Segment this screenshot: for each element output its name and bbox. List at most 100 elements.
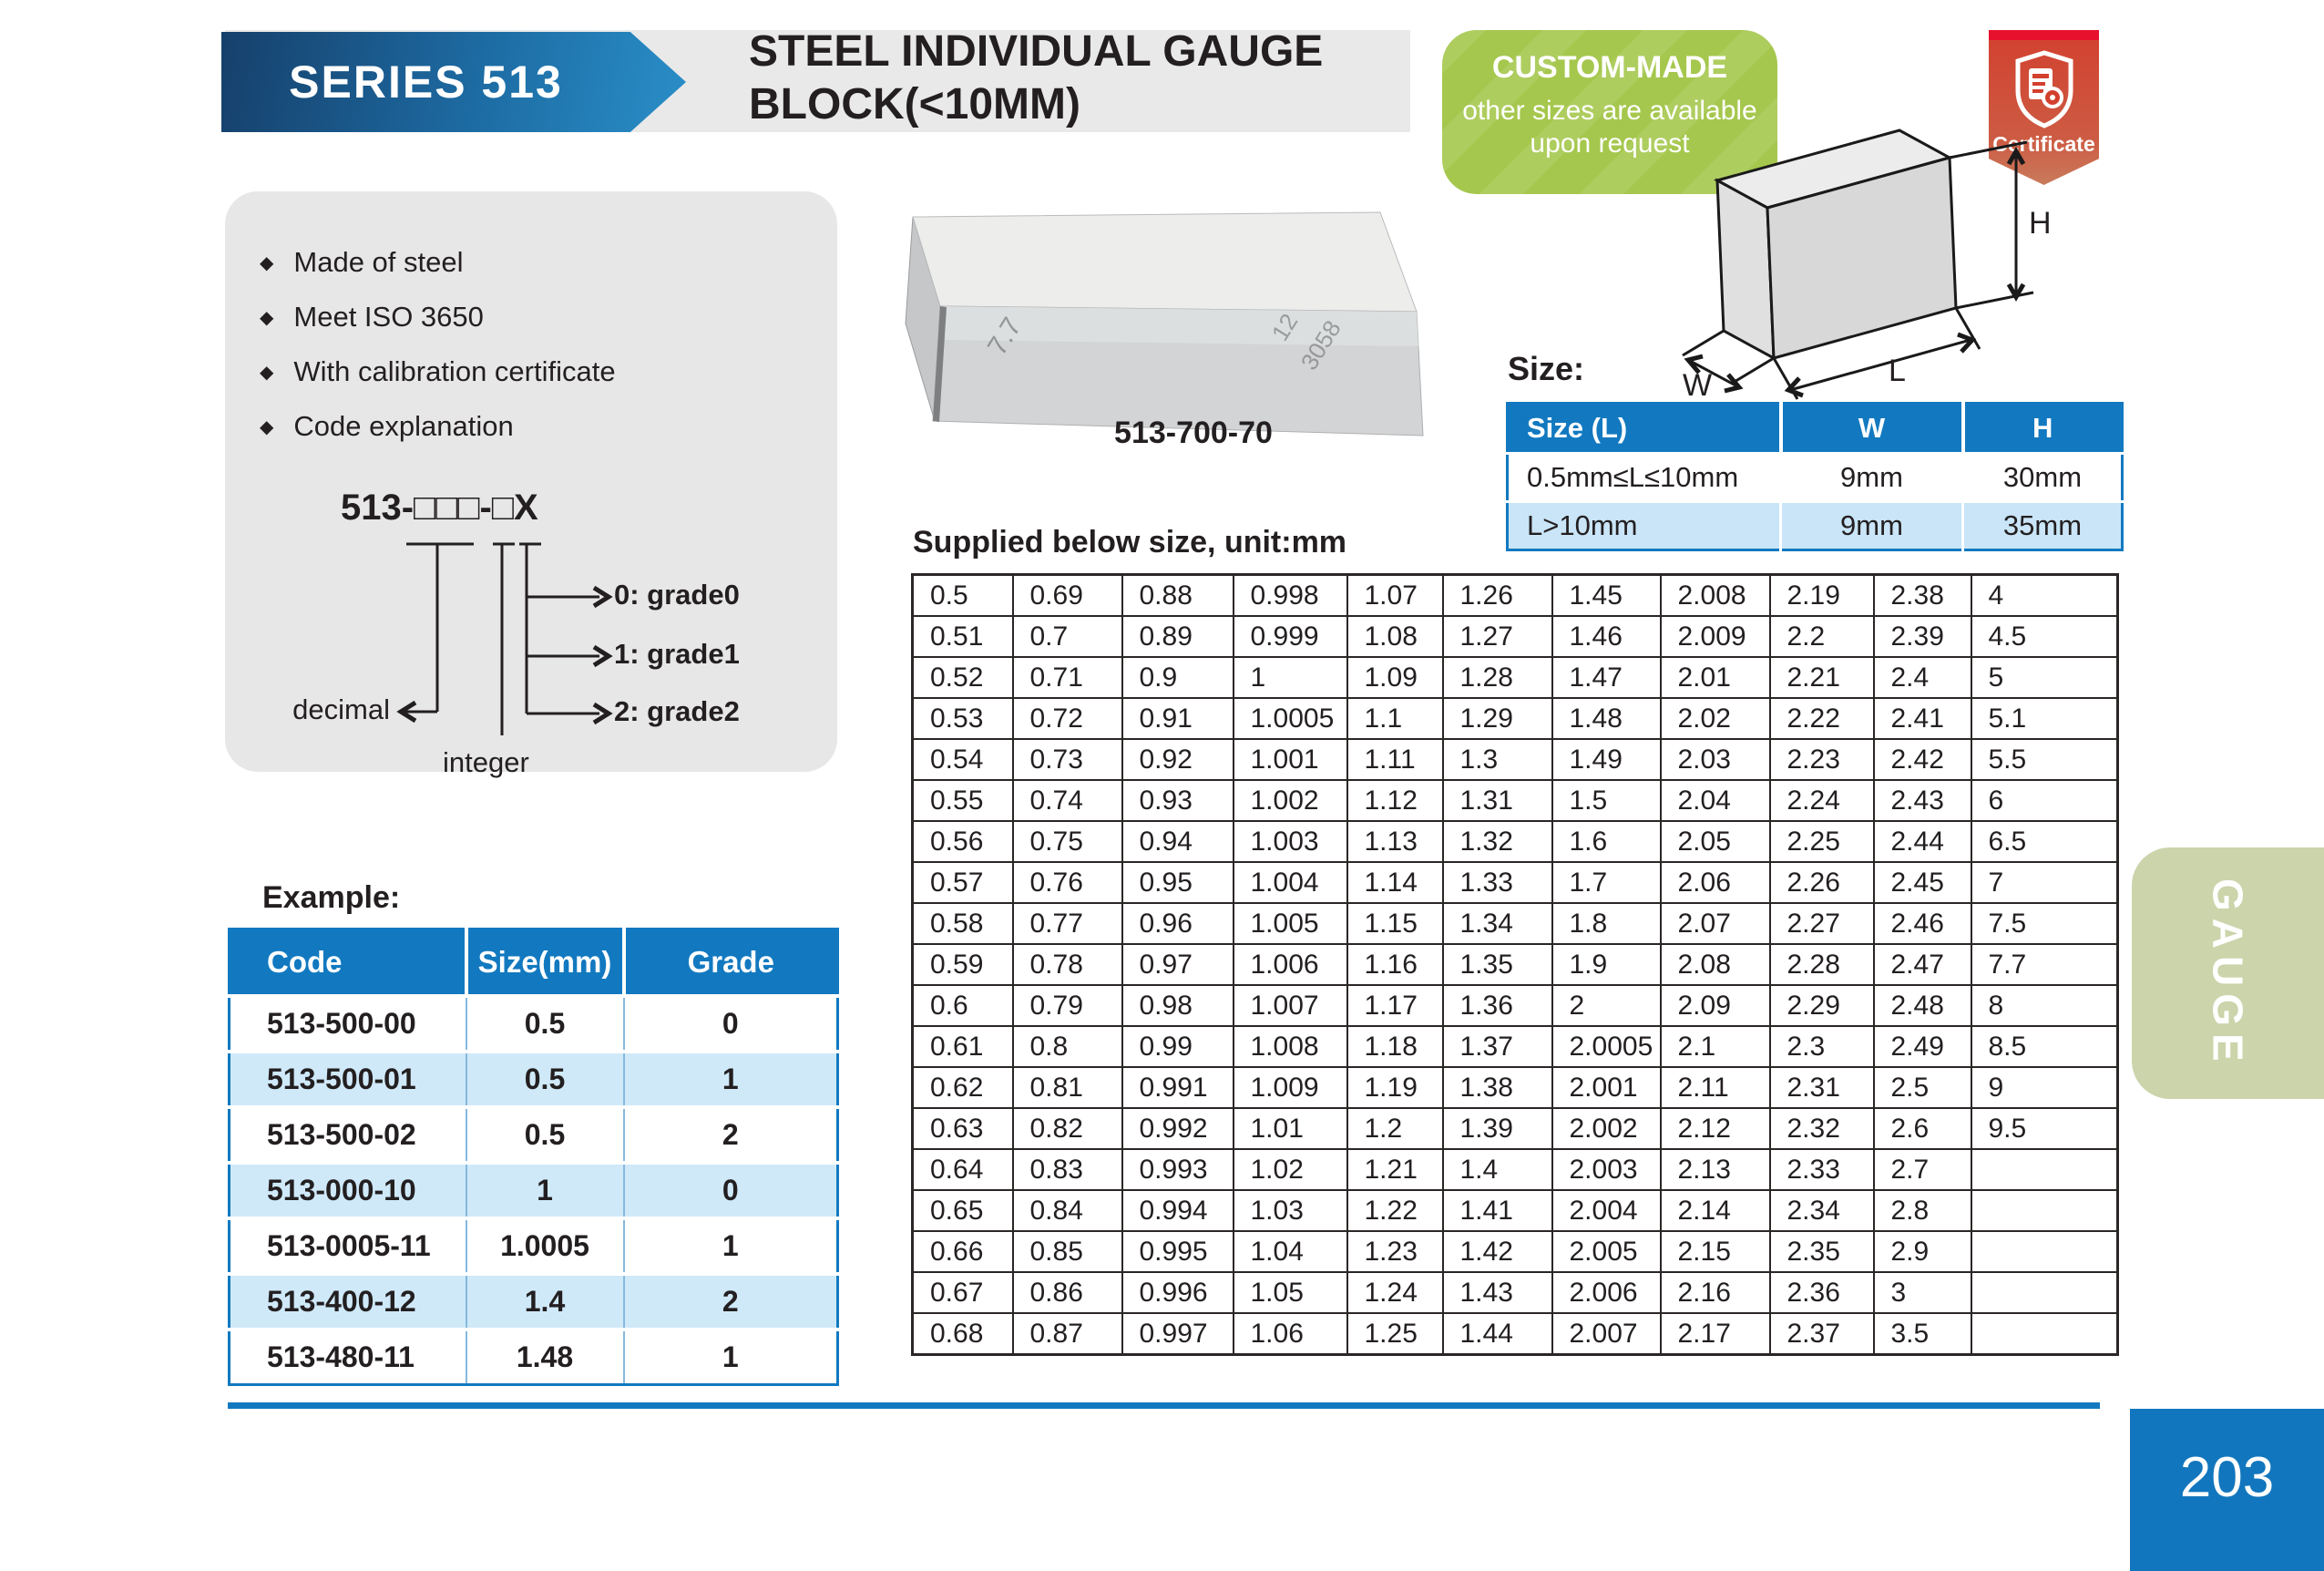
example-table-cell: 513-480-11: [229, 1328, 466, 1385]
supplied-table-cell: 2.01: [1659, 656, 1771, 699]
supplied-table-cell: 1.41: [1441, 1189, 1553, 1232]
dim-w-label: W: [1683, 368, 1712, 403]
supplied-table-cell: 0.94: [1121, 820, 1234, 863]
supplied-table-cell: 2.004: [1551, 1189, 1662, 1232]
supplied-table-cell: 1.08: [1346, 615, 1444, 658]
supplied-table-cell: 1.39: [1441, 1107, 1553, 1150]
supplied-table-cell: 1.002: [1232, 779, 1348, 822]
supplied-table-cell: 2.36: [1768, 1271, 1875, 1314]
supplied-table-cell: 2.24: [1768, 779, 1875, 822]
supplied-table-cell: 2.44: [1872, 820, 1972, 863]
supplied-table-cell: 1.42: [1441, 1230, 1553, 1273]
supplied-table-cell: 0.89: [1121, 615, 1234, 658]
supplied-table-cell: 1: [1232, 656, 1348, 699]
supplied-table-cell: 1.0005: [1232, 697, 1348, 740]
example-table-cell: 513-0005-11: [229, 1217, 466, 1274]
supplied-table-cell: 8.5: [1970, 1025, 2119, 1068]
supplied-table-cell: 2.32: [1768, 1107, 1875, 1150]
supplied-table-cell: [1970, 1189, 2119, 1232]
supplied-table-cell: 2.007: [1551, 1312, 1662, 1356]
supplied-table-cell: 1.36: [1441, 984, 1553, 1027]
example-table-cell: 2: [622, 1105, 838, 1163]
supplied-table-cell: 1.18: [1346, 1025, 1444, 1068]
supplied-table-row: 0.59 0.78 0.97 1.006 1.16 1.35 1.9 2.08 2.28 2.47…: [911, 943, 2119, 986]
supplied-table-cell: 1.43: [1441, 1271, 1553, 1314]
supplied-table-cell: 2.22: [1768, 697, 1875, 740]
supplied-table-cell: 5.1: [1970, 697, 2119, 740]
supplied-table-cell: 1.19: [1346, 1066, 1444, 1109]
supplied-table-cell: 0.99: [1121, 1025, 1234, 1068]
supplied-table-cell: 7.5: [1970, 902, 2119, 945]
decimal-label: decimal: [292, 693, 390, 725]
supplied-table-cell: 0.69: [1011, 573, 1123, 617]
example-table-header-cell: Grade: [621, 929, 838, 996]
supplied-table-cell: 2.43: [1872, 779, 1972, 822]
supplied-table-cell: 2.47: [1872, 943, 1972, 986]
supplied-table-cell: 1.004: [1232, 861, 1348, 904]
supplied-table-row: 0.53 0.72 0.91 1.0005 1.1 1.29 1.48 2.02 2.22 2.4…: [911, 697, 2119, 740]
supplied-table-cell: 1.46: [1551, 615, 1662, 658]
bullet-diamond-icon: ◆: [260, 416, 274, 437]
supplied-table-cell: 0.7: [1011, 615, 1123, 658]
supplied-table-cell: 0.998: [1232, 573, 1348, 617]
example-table-row: 513-500-02 0.5 2: [229, 1105, 838, 1163]
supplied-table-cell: 0.62: [911, 1066, 1014, 1109]
supplied-table-cell: 2.008: [1659, 573, 1771, 617]
supplied-table-cell: 2.19: [1768, 573, 1875, 617]
supplied-table-cell: [1970, 1230, 2119, 1273]
feature-item: ◆ Made of steel: [260, 244, 616, 281]
supplied-table-cell: 2.02: [1659, 697, 1771, 740]
supplied-table-cell: 0.61: [911, 1025, 1014, 1068]
supplied-table-cell: 1.04: [1232, 1230, 1348, 1273]
supplied-table-cell: 0.66: [911, 1230, 1014, 1273]
supplied-table-cell: 0.5: [911, 573, 1014, 617]
supplied-table-cell: 0.6: [911, 984, 1014, 1027]
supplied-table-cell: 2.21: [1768, 656, 1875, 699]
supplied-table-cell: 0.87: [1011, 1312, 1123, 1356]
size-table-cell: 9mm: [1779, 500, 1963, 550]
supplied-table-cell: 1.47: [1551, 656, 1662, 699]
example-table-row: 513-0005-11 1.0005 1: [229, 1217, 838, 1274]
example-label: Example:: [262, 880, 401, 915]
example-table-header-cell: Code: [229, 929, 466, 996]
supplied-table-cell: 1.005: [1232, 902, 1348, 945]
supplied-table-cell: 6: [1970, 779, 2119, 822]
gauge-side-tab: GAUGE: [2132, 847, 2324, 1099]
grade-label: 1: grade1: [614, 638, 740, 670]
supplied-table-cell: 2.41: [1872, 697, 1972, 740]
supplied-table-cell: 0.85: [1011, 1230, 1123, 1273]
supplied-table-cell: [1970, 1312, 2119, 1356]
supplied-table-cell: 1.7: [1551, 861, 1662, 904]
product-model-label: 513-700-70: [1114, 416, 1273, 450]
supplied-table-cell: 0.992: [1121, 1107, 1234, 1150]
example-table-cell: 1.0005: [465, 1217, 624, 1274]
supplied-table-cell: 0.65: [911, 1189, 1014, 1232]
size-table-head: Size (L) W H: [1507, 403, 2123, 454]
example-table-cell: 513-400-12: [229, 1272, 466, 1330]
supplied-table-cell: 0.59: [911, 943, 1014, 986]
supplied-table-row: 0.63 0.82 0.992 1.01 1.2 1.39 2.002 2.12 2.32 2.6…: [911, 1107, 2119, 1150]
supplied-table-cell: 0.91: [1121, 697, 1234, 740]
supplied-table-cell: 0.88: [1121, 573, 1234, 617]
supplied-table-cell: 0.64: [911, 1148, 1014, 1191]
example-table-row: 513-400-12 1.4 2: [229, 1272, 838, 1330]
supplied-table-cell: 0.55: [911, 779, 1014, 822]
example-table-cell: 1: [622, 1217, 838, 1274]
supplied-table-cell: 2.33: [1768, 1148, 1875, 1191]
supplied-table-cell: 1.03: [1232, 1189, 1348, 1232]
supplied-table-cell: 0.63: [911, 1107, 1014, 1150]
size-table-header-cell: H: [1961, 403, 2123, 454]
supplied-table-row: 0.54 0.73 0.92 1.001 1.11 1.3 1.49 2.03 2.23 2.42…: [911, 738, 2119, 781]
supplied-table-cell: 2.46: [1872, 902, 1972, 945]
feature-label: Code explanation: [293, 410, 514, 442]
supplied-table-cell: 2.04: [1659, 779, 1771, 822]
example-table-row: 513-500-01 0.5 1: [229, 1050, 838, 1107]
supplied-table-cell: 5: [1970, 656, 2119, 699]
supplied-table-cell: 5.5: [1970, 738, 2119, 781]
supplied-table-cell: 2.28: [1768, 943, 1875, 986]
supplied-table-cell: 9: [1970, 1066, 2119, 1109]
supplied-table-cell: 1.17: [1346, 984, 1444, 1027]
supplied-table-cell: 1.6: [1551, 820, 1662, 863]
supplied-table-cell: 0.997: [1121, 1312, 1234, 1356]
supplied-table-cell: 1.45: [1551, 573, 1662, 617]
